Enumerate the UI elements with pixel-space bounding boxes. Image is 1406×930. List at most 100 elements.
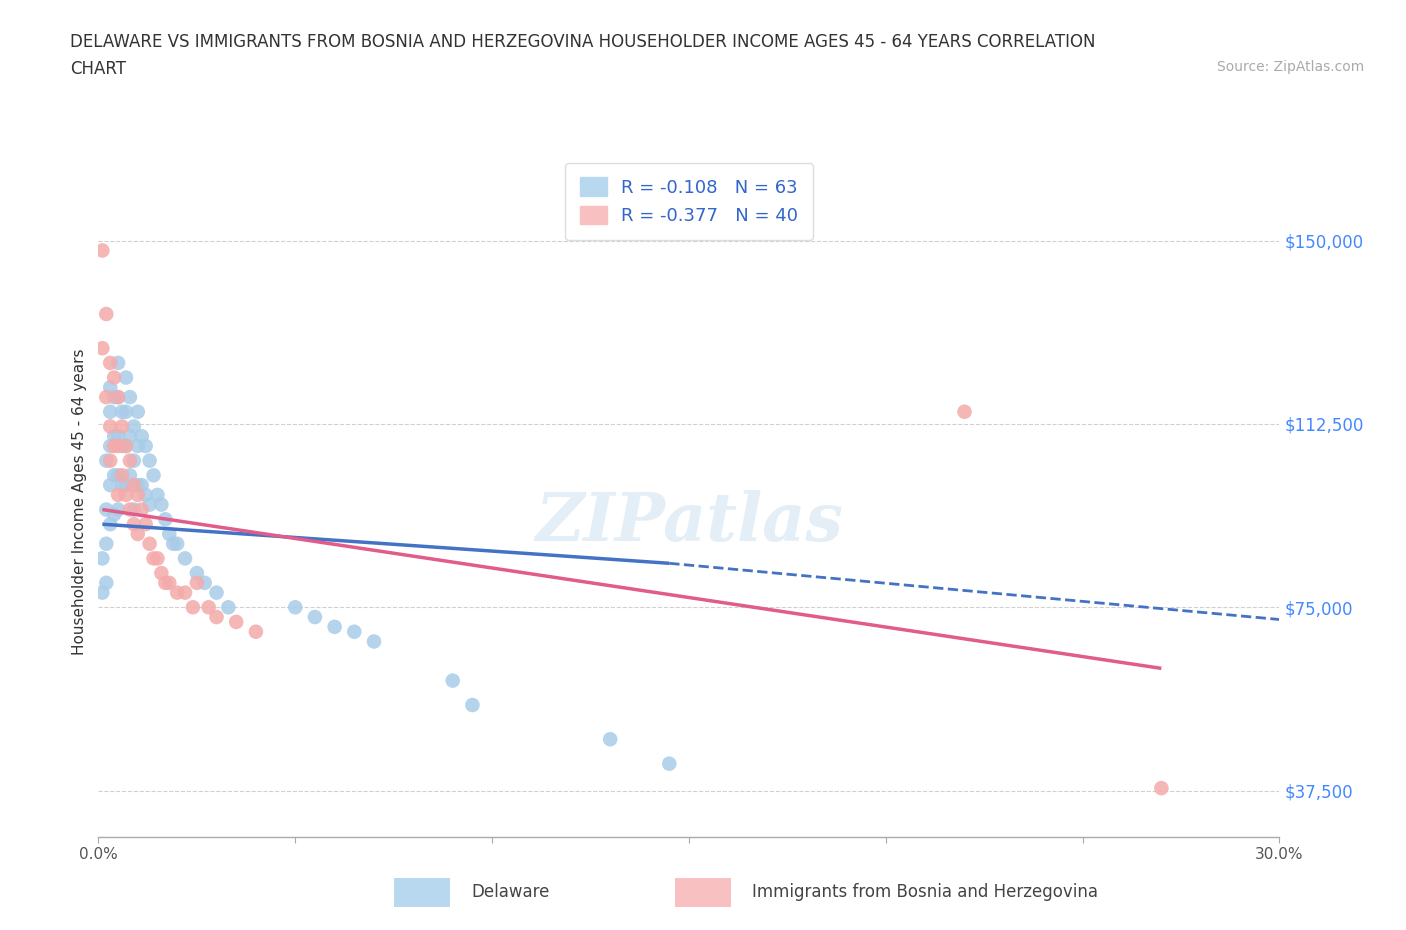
Point [304,610,326,625]
Point [135,517,157,532]
Text: CHART: CHART [70,60,127,78]
Point [103,429,125,444]
Point [146,487,169,502]
Text: Immigrants from Bosnia and Herzegovina: Immigrants from Bosnia and Herzegovina [752,884,1098,901]
Point [103,468,125,483]
Point [131,478,153,493]
Point [122,502,145,517]
Point [157,526,180,541]
Point [96,502,118,517]
Point [166,585,188,600]
Point [166,537,188,551]
Point [91,585,114,600]
Point [118,468,141,483]
Point [115,478,138,493]
Point [122,517,145,532]
Point [96,453,118,468]
Point [103,390,125,405]
Text: DELAWARE VS IMMIGRANTS FROM BOSNIA AND HERZEGOVINA HOUSEHOLDER INCOME AGES 45 - : DELAWARE VS IMMIGRANTS FROM BOSNIA AND H… [70,33,1095,50]
Point [98,355,121,370]
Point [157,576,180,591]
Point [217,600,239,615]
Point [186,565,208,580]
Point [115,439,138,454]
Point [107,439,129,454]
Point [107,429,129,444]
Point [107,468,129,483]
Text: Delaware: Delaware [471,884,550,901]
Point [91,243,114,258]
Point [103,439,125,454]
Text: ZIPatlas: ZIPatlas [536,490,842,555]
Point [118,453,141,468]
Point [96,307,118,322]
Point [142,468,165,483]
Point [103,507,125,522]
Point [91,340,114,355]
Point [111,468,134,483]
Point [98,405,121,419]
Point [107,487,129,502]
Legend: R = -0.108   N = 63, R = -0.377   N = 40: R = -0.108 N = 63, R = -0.377 N = 40 [565,163,813,240]
Point [98,453,121,468]
Point [150,565,173,580]
Point [658,756,681,771]
Point [111,405,134,419]
Text: Source: ZipAtlas.com: Source: ZipAtlas.com [1216,60,1364,74]
Point [174,551,197,565]
Point [103,370,125,385]
Point [115,370,138,385]
Point [150,498,173,512]
Point [284,600,307,615]
Point [111,439,134,454]
Point [98,379,121,394]
Point [96,576,118,591]
Point [98,439,121,454]
Point [118,502,141,517]
Point [98,478,121,493]
Point [181,600,204,615]
Point [225,615,247,630]
Point [118,390,141,405]
Point [138,537,160,551]
Point [127,478,149,493]
Point [96,390,118,405]
Point [186,576,208,591]
Point [122,453,145,468]
Point [363,634,385,649]
Point [107,355,129,370]
Point [127,487,149,502]
Point [127,405,149,419]
Point [599,732,621,747]
Point [118,429,141,444]
Point [142,551,165,565]
Point [111,419,134,434]
Point [107,390,129,405]
Y-axis label: Householder Income Ages 45 - 64 years: Householder Income Ages 45 - 64 years [72,349,87,656]
Point [135,439,157,454]
Point [1150,780,1173,795]
Point [146,551,169,565]
Point [323,619,346,634]
Point [96,537,118,551]
Point [343,624,366,639]
Point [91,551,114,565]
Point [461,698,484,712]
Point [174,585,197,600]
Point [131,429,153,444]
Point [197,600,219,615]
Point [953,405,976,419]
Point [205,610,228,625]
Point [138,453,160,468]
Point [194,576,217,591]
Point [205,585,228,600]
Point [115,405,138,419]
Point [115,487,138,502]
Point [131,502,153,517]
Point [122,478,145,493]
Point [122,419,145,434]
Point [111,478,134,493]
Point [107,502,129,517]
Point [441,673,464,688]
Point [107,390,129,405]
